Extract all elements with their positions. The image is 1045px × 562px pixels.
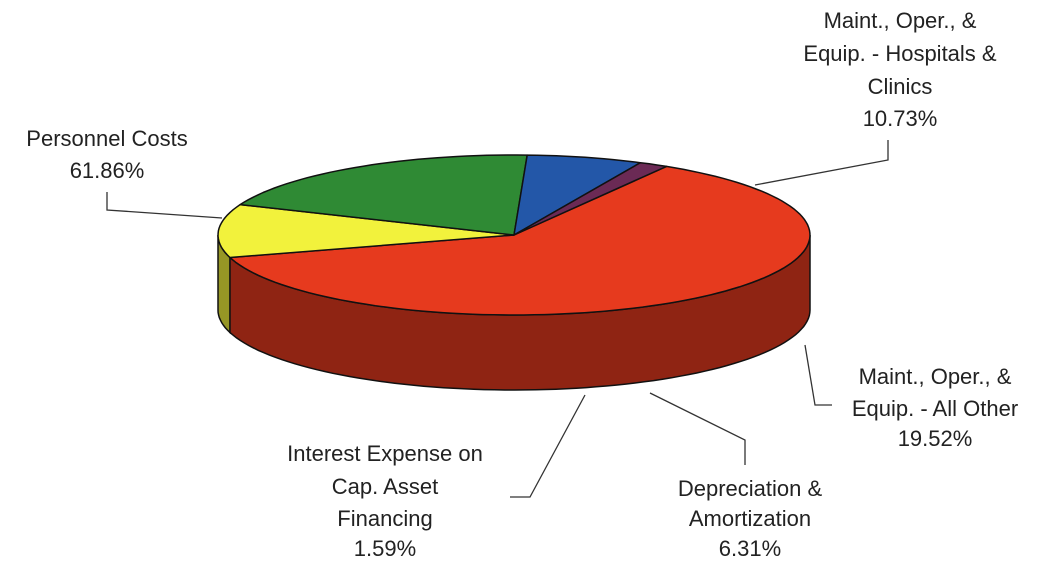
value-label: 6.31% (719, 536, 781, 561)
leader-line (804, 344, 832, 406)
leader-line (754, 140, 889, 186)
slice-top (217, 203, 515, 259)
slice-top (513, 161, 668, 236)
leader-line (649, 392, 746, 465)
value-label: 61.86% (70, 158, 145, 183)
leader-line (510, 394, 586, 498)
leader-line (106, 192, 223, 219)
slice-label: Clinics (868, 74, 933, 99)
slice-label: Personnel Costs (26, 126, 187, 151)
slice-label: Amortization (689, 506, 811, 531)
value-label: 19.52% (898, 426, 973, 451)
slice-label: Equip. - Hospitals & (803, 41, 997, 66)
slice-label: Maint., Oper., & (824, 8, 977, 33)
slice-top (239, 154, 528, 236)
value-label: 1.59% (354, 536, 416, 561)
slice-label: Depreciation & (678, 476, 823, 501)
slice-top (229, 165, 811, 316)
slice-label: Maint., Oper., & (859, 364, 1012, 389)
slice-top (513, 154, 642, 236)
slice-label: Interest Expense on (287, 441, 483, 466)
value-label: 10.73% (863, 106, 938, 131)
slice-label: Equip. - All Other (852, 396, 1018, 421)
slice-label: Cap. Asset (332, 474, 438, 499)
slice-label: Financing (337, 506, 432, 531)
